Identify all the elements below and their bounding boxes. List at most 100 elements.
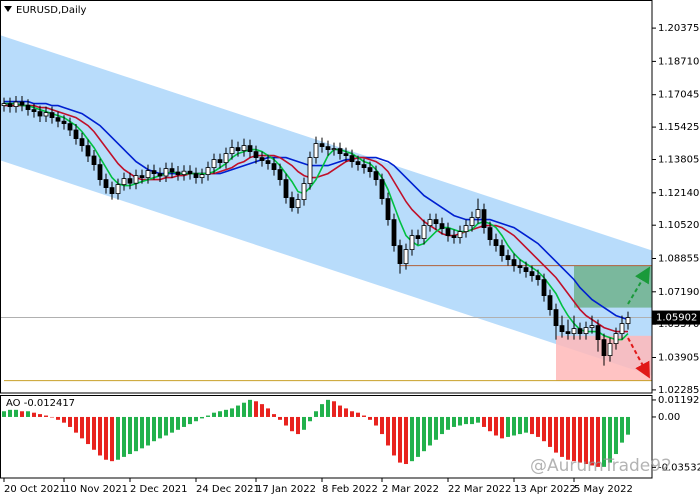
candle-body [283,179,289,199]
y-tick-label: 1.10520 [658,220,699,231]
ao-bar [272,414,276,417]
ao-bar [380,416,384,435]
candle-body [559,325,565,333]
moving-average [4,100,629,321]
y-tick-label: 1.13805 [658,155,699,166]
candle-body [523,267,529,273]
candle-body [37,111,43,117]
ao-bar [392,416,396,456]
ao-bar [302,416,306,430]
axes: 1.20375 1.18710 1.17045 1.15425 1.13805 1.121… [3,23,700,495]
y-tick-label: 1.02285 [658,385,699,396]
ao-bar [422,416,426,452]
ao-bar [374,416,378,426]
x-tick-label: 17 Jan 2022 [256,484,316,495]
candle-body [487,227,493,241]
candle-body [217,159,223,164]
y-tick-label: 1.20375 [658,23,699,34]
ao-bar [182,416,186,427]
candle-body [541,279,547,297]
chart-title: EURUSD,Daily [16,5,87,16]
candle-body [475,209,481,219]
menu-icon[interactable] [4,6,12,12]
ao-bar [44,415,48,417]
ao-bar [398,416,402,463]
candle-body [301,183,307,201]
candle-body [49,112,55,118]
x-tick-label: 24 Dec 2021 [196,484,260,495]
candle-body [583,327,589,335]
ao-bar [38,414,42,417]
ao-bar [356,412,360,417]
candle-body [379,179,385,200]
candle-body [499,245,505,257]
ao-bar [176,416,180,430]
ao-bar [506,416,510,437]
ao-bar [554,416,558,453]
candle-body [73,129,79,139]
ao-bar [98,416,102,456]
candle-body [133,175,139,184]
candle-body [565,331,571,335]
ao-bar [320,404,324,417]
candle-body [361,164,367,169]
ao-bar [236,405,240,417]
ao-bar [206,415,210,417]
ao-bar [50,416,54,418]
candle-body [115,184,121,195]
candle-body [205,167,211,176]
ao-bar [170,416,174,433]
candle-body [1,103,7,106]
candle-body [289,197,295,209]
candle-body [445,228,451,237]
candle-body [253,151,259,159]
current-price-tag [652,310,700,325]
ao-bar [404,416,408,465]
ao-bar [458,416,462,426]
ao-bar [338,405,342,417]
candle-body [199,174,205,179]
ao-bar [500,416,504,439]
candle-body [43,112,49,117]
candle-body [577,328,583,335]
ao-bar [134,416,138,452]
x-tick-label: 10 Nov 2021 [64,484,128,495]
ao-bar [278,416,282,420]
candle-body [331,148,337,151]
ao-bar [578,416,582,463]
candle-body [619,323,625,335]
candle-body [193,173,199,179]
price-plot [0,35,652,382]
ao-panel-border [0,395,653,479]
candle-body [391,219,397,247]
ao-bar [428,416,432,446]
ao-bar [284,416,288,426]
ao-bar [434,416,438,440]
ao-bar [266,408,270,417]
zone [574,265,652,308]
ao-bar [524,416,528,433]
ao-bar [332,401,336,417]
ao-bar [386,416,390,446]
ao-bar [608,416,612,463]
candle-body [79,138,85,147]
ao-bar [218,411,222,417]
channel [0,35,652,376]
ao-bar [62,416,66,423]
watermark: @AurumTrade92 [530,456,672,476]
ao-plot [2,399,630,467]
ao-bar [296,416,300,435]
ao-bar [626,416,630,435]
ao-bar [110,416,114,462]
ao-bar [56,416,60,420]
candle-body [409,235,415,251]
x-tick-label: 5 May 2022 [574,484,633,495]
ao-bar [614,416,618,455]
ao-bar [482,416,486,427]
candle-body [97,164,103,181]
candle-body [457,231,463,239]
y-tick-label: 1.05570 [658,319,699,330]
ao-bar [476,416,480,423]
candle-body [319,143,325,148]
